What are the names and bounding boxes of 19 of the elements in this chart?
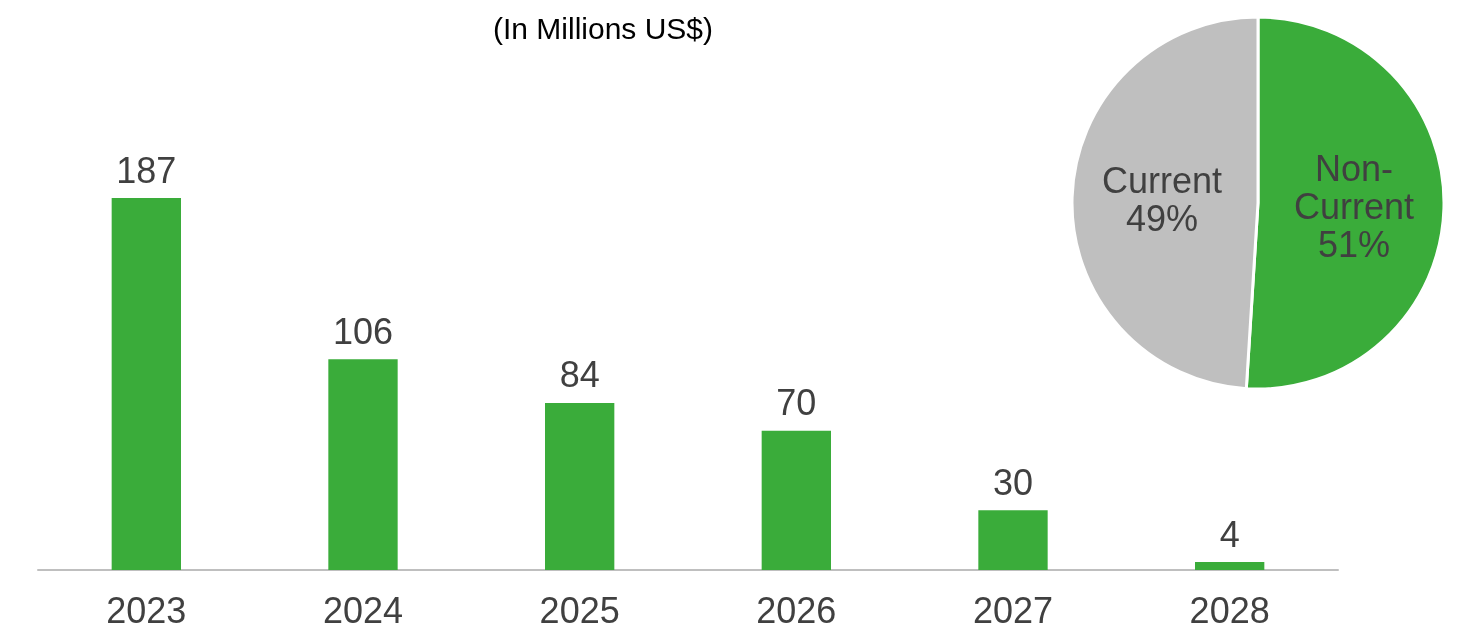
data-label: 30 [992,461,1034,503]
data-label: 84 [559,354,600,396]
data-label: 187 [116,149,177,191]
bar [111,198,181,570]
bar [761,430,831,570]
data-label: 106 [332,310,394,352]
data-label: 4 [1219,513,1240,555]
x-tick-label: 2024 [322,589,404,631]
bar [978,510,1048,570]
bar [1195,562,1265,570]
data-label: 70 [776,382,817,424]
x-tick-label: 2028 [1189,589,1270,631]
bar [328,359,398,570]
x-tick-label: 2027 [972,589,1054,631]
x-tick-label: 2023 [106,589,187,631]
x-tick-label: 2025 [539,589,620,631]
bar [545,402,615,570]
x-tick-label: 2026 [756,589,837,631]
chart-title: (In Millions US$) [492,11,714,45]
